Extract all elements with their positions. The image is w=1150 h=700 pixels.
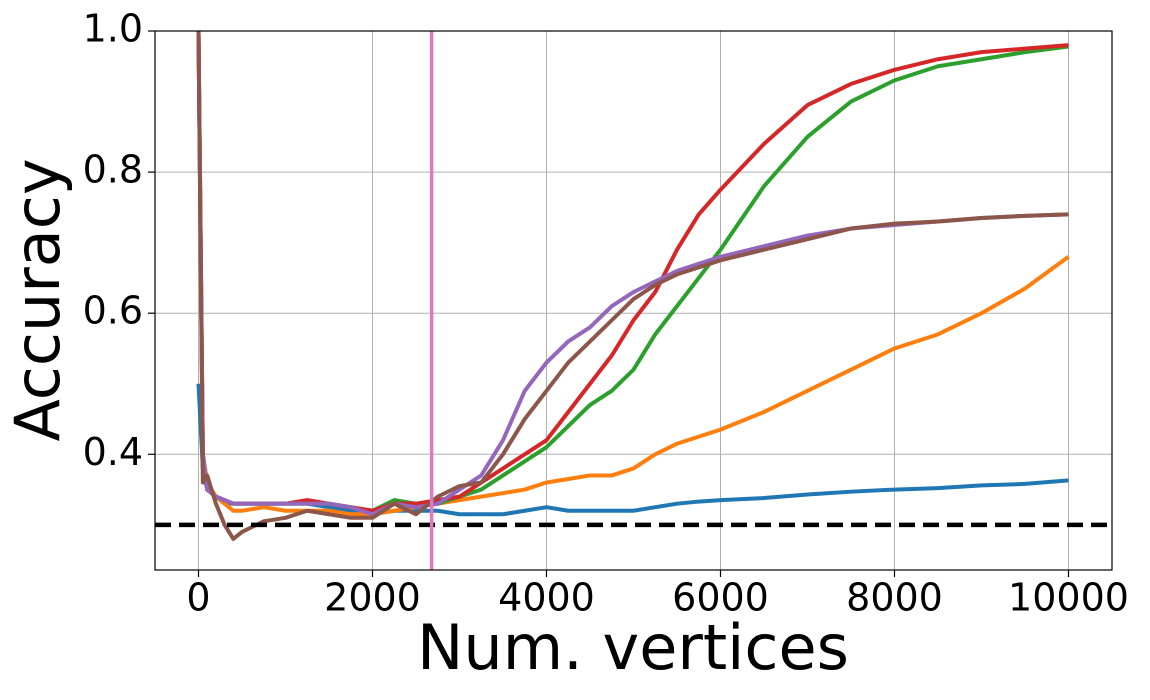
y-tick-label: 1.0 — [83, 7, 143, 51]
x-tick-label: 2000 — [324, 576, 421, 620]
x-tick-label: 10000 — [1008, 576, 1129, 620]
series-line — [196, 31, 1069, 517]
plot-frame — [154, 30, 1113, 571]
series-line — [196, 383, 1069, 517]
series-line — [196, 31, 1069, 541]
plot-area — [155, 31, 1112, 570]
series-line — [196, 31, 1069, 513]
x-tick-label: 0 — [186, 576, 210, 620]
y-axis-label: Accuracy — [1, 158, 74, 441]
x-tick-label: 4000 — [498, 576, 595, 620]
series-line — [196, 31, 1070, 517]
x-tick-label: 6000 — [672, 576, 769, 620]
x-axis-label: Num. vertices — [417, 611, 849, 684]
x-tick-label: 8000 — [846, 576, 943, 620]
series-line — [196, 31, 1069, 513]
y-tick-label: 0.6 — [83, 289, 143, 333]
y-tick-label: 0.8 — [83, 148, 143, 192]
y-tick-label: 0.4 — [83, 430, 143, 474]
